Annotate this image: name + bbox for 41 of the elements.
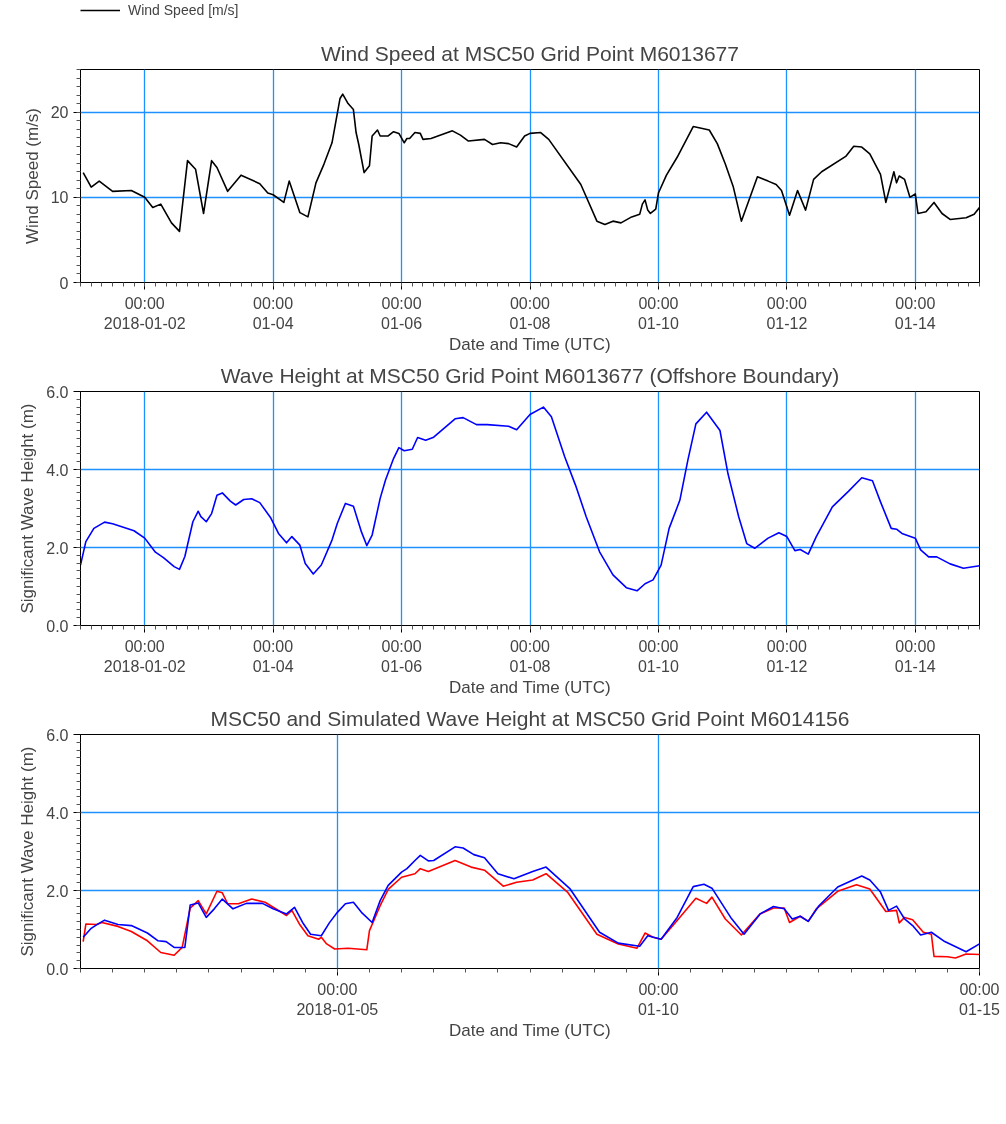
x-axis-title: Date and Time (UTC): [449, 677, 611, 697]
y-tick-label: 6.0: [46, 383, 69, 401]
x-tick-label: 00:00 2018-01-05: [296, 980, 379, 1018]
x-tick-label: 00:00 01-08: [509, 294, 551, 332]
x-tick-label: 00:00 01-08: [509, 637, 551, 675]
y-tick-label: 0.0: [46, 617, 69, 635]
x-tick-label: 00:00 01-04: [252, 637, 294, 675]
y-tick-label: 20: [50, 104, 69, 122]
y-tick-label: 2.0: [46, 882, 69, 900]
x-tick-label: 00:00 01-10: [637, 980, 679, 1018]
x-axis-title: Date and Time (UTC): [449, 1020, 611, 1040]
x-axis-title: Date and Time (UTC): [449, 334, 611, 354]
x-tick-label: 00:00 01-14: [894, 294, 936, 332]
y-axis-title: Significant Wave Height (m): [18, 403, 38, 614]
chart-title: MSC50 and Simulated Wave Height at MSC50 Grid Point M6014156: [210, 706, 850, 730]
y-axis-title: Significant Wave Height (m): [18, 746, 38, 957]
y-tick-label: 6.0: [46, 726, 69, 744]
x-tick-label: 00:00 01-15: [959, 980, 1001, 1018]
y-tick-label: 4.0: [46, 804, 69, 822]
x-tick-label: 00:00 01-10: [637, 637, 679, 675]
chart-title: Wave Height at MSC50 Grid Point M6013677 (Offshore Boundary): [220, 363, 840, 387]
line-series: [82, 859, 980, 959]
x-tick-label: 00:00 01-12: [766, 294, 808, 332]
chart-title: Wind Speed at MSC50 Grid Point M6013677: [321, 41, 739, 65]
x-tick-label: 00:00 01-14: [894, 637, 936, 675]
line-series: [82, 846, 980, 953]
y-axis-title: Wind Speed (m/s): [22, 107, 42, 245]
x-tick-label: 00:00 2018-01-02: [103, 294, 186, 332]
y-tick-label: 2.0: [46, 539, 69, 557]
y-tick-label: 0: [59, 274, 69, 292]
y-tick-label: 4.0: [46, 461, 69, 479]
x-tick-label: 00:00 01-12: [766, 637, 808, 675]
x-tick-label: 00:00 01-10: [637, 294, 679, 332]
x-tick-label: 00:00 01-06: [381, 637, 423, 675]
line-series: [80, 406, 980, 592]
y-tick-label: 10: [50, 189, 69, 207]
x-tick-label: 00:00 01-04: [252, 294, 294, 332]
x-tick-label: 00:00 01-06: [381, 294, 423, 332]
x-tick-label: 00:00 2018-01-02: [103, 637, 186, 675]
legend-label: Wind Speed [m/s]: [128, 2, 239, 18]
y-tick-label: 0.0: [46, 960, 69, 978]
